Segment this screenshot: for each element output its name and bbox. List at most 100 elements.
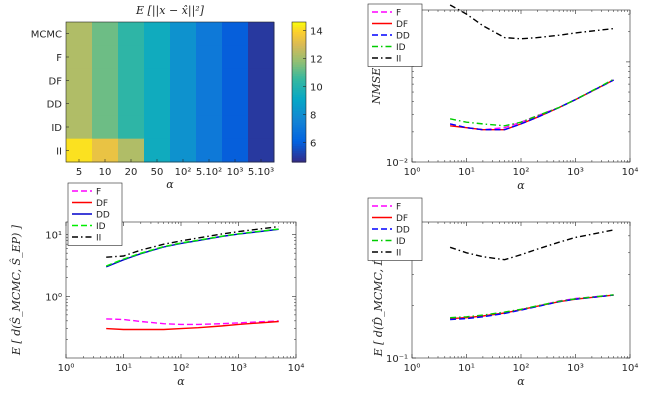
colorbar-segment <box>292 136 306 140</box>
colorbar-segment <box>292 52 306 56</box>
heatmap-cell <box>248 115 275 140</box>
heatmap-cell <box>170 92 197 116</box>
legend-label: ID <box>396 237 406 247</box>
heatmap-cell <box>196 68 223 93</box>
colorbar-segment <box>292 80 306 84</box>
x-tick-label: 10² <box>175 167 192 178</box>
heatmap-cell <box>222 45 249 70</box>
heatmap-cell <box>222 92 249 116</box>
colorbar-segment <box>292 75 306 79</box>
x-tick-label: 10⁰ <box>404 363 421 374</box>
heatmap-cell <box>144 45 171 70</box>
colorbar-segment <box>292 40 306 44</box>
legend-label: DD <box>396 32 410 42</box>
y-tick-label: 10⁰ <box>45 292 62 303</box>
x-tick-label: 5.10³ <box>248 167 274 178</box>
x-axis-label: α <box>517 179 525 192</box>
colorbar-segment <box>292 38 306 42</box>
heatmap-cell <box>196 22 223 46</box>
heatmap-cell <box>66 68 93 93</box>
colorbar-segment <box>292 64 306 67</box>
colorbar-segment <box>292 99 306 102</box>
colorbar-segment <box>292 24 306 28</box>
heatmap-cell <box>118 22 145 46</box>
legend-label: DF <box>396 20 408 30</box>
colorbar-segment <box>292 29 306 32</box>
heatmap-title: E [||x − x̂||²] <box>135 4 205 18</box>
colorbar-segment <box>292 148 306 151</box>
heatmap-cell <box>66 45 93 70</box>
heatmap-cell <box>144 22 171 46</box>
colorbar-segment <box>292 122 306 126</box>
heatmap-cell <box>170 45 197 70</box>
x-tick-label: 10² <box>513 363 530 374</box>
heatmap-cell <box>144 115 171 140</box>
colorbar-segment <box>292 94 306 98</box>
colorbar-segment <box>292 150 306 154</box>
plot-frame <box>411 9 631 163</box>
colorbar-segment <box>292 117 306 121</box>
legend-label: ID <box>396 43 406 53</box>
x-axis-label: α <box>517 375 525 388</box>
heatmap-cell <box>248 138 275 163</box>
colorbar-segment <box>292 159 306 163</box>
colorbar-segment <box>292 78 306 81</box>
heatmap-cell <box>92 115 119 140</box>
y-tick-label: F <box>56 53 62 64</box>
heatmap-cell <box>66 115 93 140</box>
colorbar-segment <box>292 89 306 93</box>
heatmap-cell <box>196 92 223 116</box>
heatmap-cell <box>92 45 119 70</box>
heatmap-cell <box>222 22 249 46</box>
y-tick-label: II <box>56 146 62 157</box>
legend-label: II <box>96 234 101 244</box>
heatmap-cell <box>248 92 275 116</box>
heatmap-cell <box>196 45 223 70</box>
colorbar-segment <box>292 71 306 74</box>
colorbar-segment <box>292 152 306 156</box>
colorbar-tick-label: 14 <box>310 26 323 37</box>
colorbar-segment <box>292 59 306 63</box>
plot-frame <box>411 221 631 359</box>
legend-label: II <box>396 55 401 65</box>
x-tick-label: 10¹ <box>115 363 132 374</box>
heatmap-cell <box>66 22 93 46</box>
colorbar-tick-label: 6 <box>310 138 316 149</box>
heatmap-cell <box>144 92 171 116</box>
colorbar-segment <box>292 106 306 109</box>
colorbar-segment <box>292 54 306 58</box>
heatmap-cell <box>222 138 249 163</box>
heatmap-cell <box>92 68 119 93</box>
colorbar-segment <box>292 157 306 161</box>
colorbar-segment <box>292 85 306 88</box>
x-tick-label: 10² <box>173 363 190 374</box>
y-tick-label: 10⁻² <box>386 158 408 169</box>
heatmap-cell <box>92 22 119 46</box>
colorbar-segment <box>292 96 306 100</box>
colorbar-tick-label: 8 <box>310 110 316 121</box>
y-axis-label: E [ d(Ŝ_MCMC, Ŝ_EP) ] <box>9 224 23 356</box>
series-line-ii <box>106 225 279 258</box>
legend-label: ID <box>96 222 106 232</box>
colorbar-segment <box>292 61 306 65</box>
y-tick-label: 10⁻¹ <box>386 354 408 365</box>
heatmap-cell <box>118 92 145 116</box>
series-line-df <box>106 320 279 331</box>
x-tick-label: 10³ <box>567 363 584 374</box>
heatmap-cell <box>66 92 93 116</box>
colorbar-segment <box>292 141 306 144</box>
colorbar-segment <box>292 110 306 114</box>
colorbar-segment <box>292 138 306 142</box>
heatmap-cell <box>144 138 171 163</box>
y-tick-label: 10¹ <box>45 231 62 242</box>
colorbar-segment <box>292 127 306 130</box>
x-tick-label: 10⁰ <box>404 167 421 178</box>
colorbar-segment <box>292 92 306 95</box>
heatmap-frame <box>65 21 275 163</box>
heatmap-cell <box>222 115 249 140</box>
heatmap-cell <box>248 45 275 70</box>
heatmap-cell <box>92 92 119 116</box>
series-line-id <box>449 78 614 127</box>
